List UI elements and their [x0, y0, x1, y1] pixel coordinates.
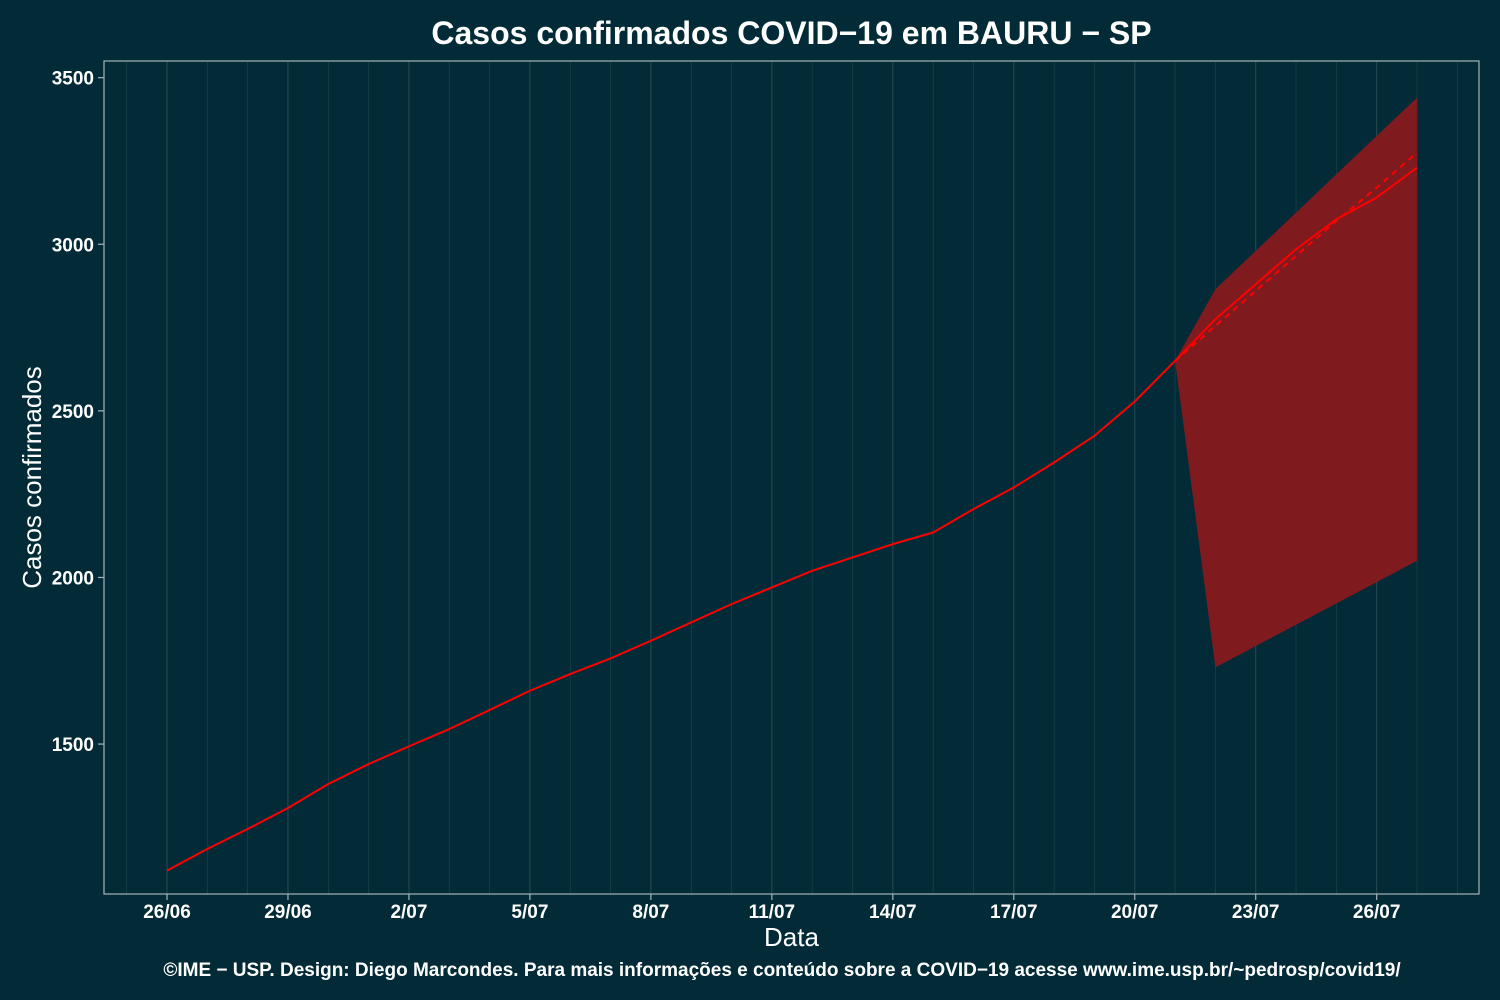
- x-tick-label: 29/06: [264, 902, 312, 923]
- y-axis-title: Casos confirmados: [17, 366, 47, 589]
- forecast-band-group: [1175, 97, 1417, 668]
- series-line-dashed: [1174, 151, 1418, 362]
- x-axis-title: Data: [764, 922, 819, 952]
- y-tick-label: 3000: [52, 235, 94, 256]
- x-tick-label: 20/07: [1111, 902, 1159, 923]
- y-tick-label: 1500: [52, 735, 94, 756]
- caption: ©IME − USP. Design: Diego Marcondes. Par…: [163, 960, 1401, 981]
- confidence-band: [1175, 97, 1417, 668]
- x-tick-label: 5/07: [511, 902, 548, 923]
- x-tick-label: 17/07: [990, 902, 1038, 923]
- x-tick-label: 26/06: [143, 902, 191, 923]
- x-axis-ticks: 26/06 29/06 2/07 5/07 8/07 11/07 14/07 17/07 20/…: [143, 894, 1400, 923]
- x-tick-label: 11/07: [749, 902, 796, 923]
- x-tick-label: 23/07: [1232, 902, 1280, 923]
- chart-title: Casos confirmados COVID−19 em BAURU − SP: [431, 15, 1151, 51]
- x-tick-label: 26/07: [1353, 902, 1401, 923]
- y-axis-ticks: 1500 2000 2500 3000 3500: [52, 69, 104, 756]
- grid-lines: [126, 61, 1458, 894]
- y-tick-label: 2500: [52, 402, 94, 423]
- y-tick-label: 3500: [52, 69, 94, 90]
- panel-border: [103, 60, 1480, 895]
- y-tick-label: 2000: [52, 568, 94, 589]
- series-group: [166, 151, 1418, 872]
- x-tick-label: 8/07: [632, 902, 669, 923]
- series-line-solid: [166, 166, 1418, 872]
- x-tick-label: 2/07: [390, 902, 427, 923]
- x-tick-label: 14/07: [869, 902, 917, 923]
